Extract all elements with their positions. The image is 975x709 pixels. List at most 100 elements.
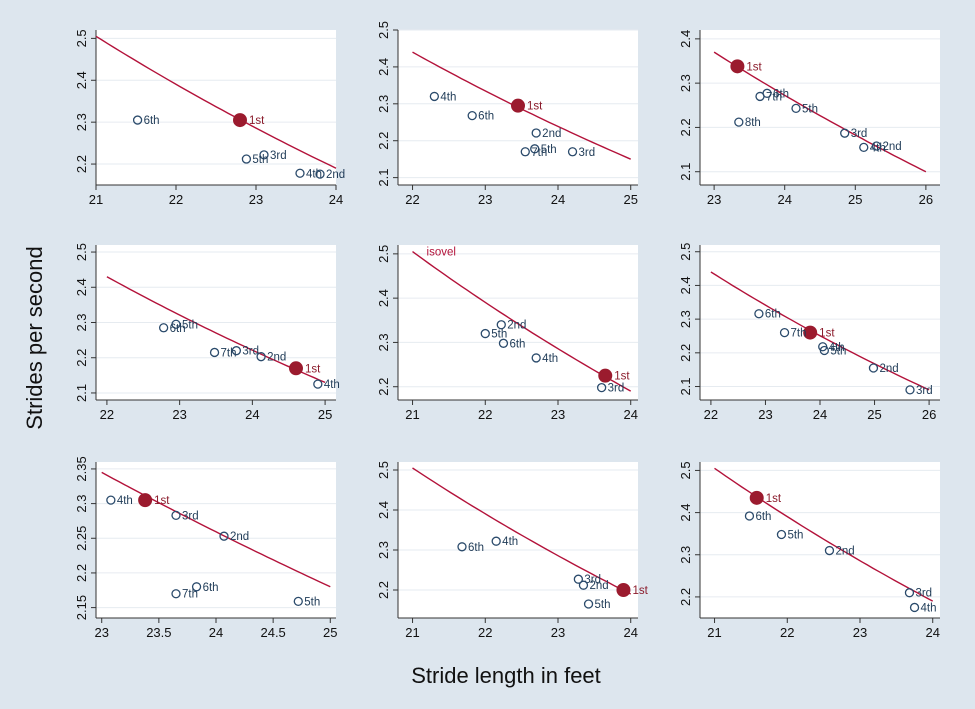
x-tick-label: 24: [813, 407, 827, 422]
point-label: 4th: [542, 353, 558, 365]
data-point: [531, 128, 541, 138]
data-point: [491, 536, 501, 546]
point-label: 5th: [304, 596, 320, 608]
x-tick-label: 22: [405, 192, 419, 207]
point-label: 3rd: [915, 588, 932, 600]
x-tick-label: 25: [867, 407, 881, 422]
y-tick-label: 2.5: [74, 29, 89, 47]
panel-6: 22 23 24 25 26 2.1 2.2 2.3 2.4 2.5 1st 6th 7th 4th5th…: [678, 243, 940, 422]
x-tick-label: 21: [405, 625, 419, 640]
data-point: [819, 345, 830, 356]
point-label: 1st: [154, 495, 170, 507]
point-label: 1st: [632, 585, 648, 597]
y-tick-label: 2.4: [376, 501, 391, 519]
data-point: [158, 323, 169, 333]
x-tick-label: 24: [623, 407, 637, 422]
y-tick-label: 2.3: [74, 113, 89, 131]
point-label: 5th: [802, 103, 818, 115]
data-point: [231, 346, 242, 356]
y-tick-label: 2.2: [74, 349, 89, 367]
point-label: 6th: [509, 338, 525, 350]
y-tick-label: 2.4: [74, 71, 89, 89]
data-point: [256, 352, 266, 362]
y-tick-label: 2.4: [74, 278, 89, 296]
point-label: 5th: [252, 154, 268, 166]
y-tick-label: 2.5: [376, 245, 391, 263]
isovel-curve: [95, 35, 337, 169]
point-label: 2nd: [879, 363, 898, 375]
data-point-first: [233, 113, 247, 128]
data-point: [467, 110, 477, 121]
point-label: 3rd: [584, 574, 601, 586]
point-label: 2nd: [882, 141, 901, 153]
data-point: [530, 144, 540, 154]
data-point-first: [730, 59, 745, 74]
data-point-first: [803, 325, 818, 340]
isovel-curve: [412, 251, 632, 392]
point-label: 1st: [305, 363, 321, 375]
data-point: [520, 147, 530, 157]
data-point: [171, 319, 181, 329]
plot-area: [700, 30, 940, 185]
point-label: 6th: [765, 309, 781, 321]
x-tick-label: 23.5: [146, 625, 171, 640]
y-tick-label: 2.5: [678, 461, 693, 479]
plot-area: [398, 462, 638, 618]
point-label: 4th: [829, 342, 845, 354]
point-label: 2nd: [230, 531, 249, 543]
x-tick-label: 22: [100, 407, 114, 422]
point-label: 3rd: [916, 385, 933, 397]
data-point: [824, 545, 835, 556]
point-label: 7th: [182, 589, 198, 601]
isovel-curve: [106, 276, 326, 384]
x-tick-label: 24: [245, 407, 259, 422]
x-tick-label: 24: [925, 625, 939, 640]
point-label: 2nd: [589, 580, 608, 592]
point-label: 4th: [440, 91, 456, 103]
x-tick-label: 24: [623, 625, 637, 640]
data-point-first: [616, 583, 631, 597]
data-point: [132, 115, 143, 125]
y-tick-label: 2.2: [376, 581, 391, 599]
x-tick-label: 23: [172, 407, 186, 422]
point-label: 4th: [870, 142, 886, 154]
data-point-first: [138, 493, 153, 508]
data-point: [209, 347, 220, 358]
y-tick-label: 2.4: [678, 30, 693, 48]
isovel-curve: [710, 271, 930, 391]
data-point: [106, 495, 116, 505]
data-point-first: [511, 98, 525, 113]
data-point: [313, 379, 323, 389]
data-point-first: [749, 490, 764, 505]
x-axis-title: Stride length in feet: [411, 663, 601, 688]
point-label: 3rd: [579, 147, 596, 159]
data-point: [744, 511, 755, 521]
y-tick-label: 2.3: [74, 313, 89, 331]
data-point: [573, 574, 584, 584]
point-label: 6th: [170, 323, 186, 335]
data-point: [531, 353, 541, 363]
data-point: [754, 309, 764, 319]
data-point: [791, 103, 801, 114]
y-tick-label: 2.5: [376, 21, 391, 39]
point-label: 5th: [541, 144, 557, 156]
x-tick-label: 23: [853, 625, 867, 640]
point-label: 2nd: [835, 546, 854, 558]
plot-area: [700, 462, 940, 618]
x-tick-label: 23: [94, 625, 108, 640]
point-label: 5th: [491, 329, 507, 341]
point-label: 1st: [614, 371, 630, 383]
point-label: 2nd: [326, 169, 345, 181]
data-point: [840, 128, 850, 138]
x-tick-label: 23: [249, 192, 263, 207]
point-label: 7th: [766, 91, 782, 103]
x-tick-label: 23: [478, 192, 492, 207]
x-tick-label: 21: [89, 192, 103, 207]
point-label: 3rd: [608, 383, 625, 395]
y-tick-label: 2.3: [376, 95, 391, 113]
y-tick-label: 2.2: [678, 588, 693, 606]
